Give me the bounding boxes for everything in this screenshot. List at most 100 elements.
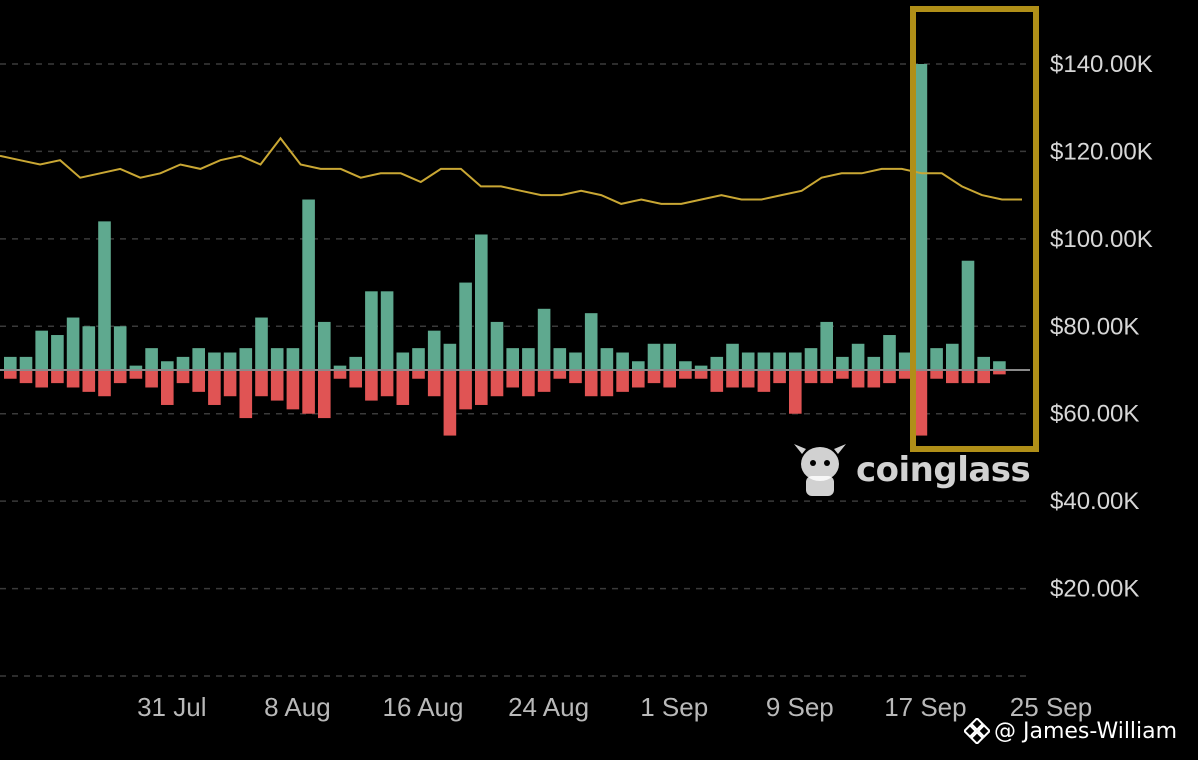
x-tick-label: 25 Sep	[1010, 692, 1092, 722]
gridlines	[0, 63, 1030, 677]
outflow-bar	[961, 370, 975, 384]
bars	[4, 64, 1006, 436]
inflow-bar	[270, 348, 284, 370]
inflow-bar	[522, 348, 535, 370]
inflow-bar	[946, 343, 959, 370]
outflow-bar	[66, 370, 80, 388]
inflow-bar	[789, 352, 802, 370]
inflow-bar	[239, 348, 253, 370]
outflow-bar	[427, 370, 441, 397]
inflow-bar	[412, 348, 425, 370]
inflow-bar	[51, 335, 64, 370]
x-tick-label: 24 Aug	[508, 692, 589, 722]
outflow-bar	[365, 370, 378, 401]
outflow-bar	[161, 370, 174, 405]
inflow-bar	[443, 343, 457, 370]
outflow-bar	[726, 370, 739, 388]
outflow-bar	[506, 370, 519, 388]
x-tick-label: 1 Sep	[640, 692, 708, 722]
outflow-bar	[789, 370, 802, 414]
highlight-box	[910, 6, 1039, 452]
outflow-bar	[98, 370, 111, 397]
outflow-bar	[851, 370, 865, 388]
inflow-bar	[820, 321, 833, 370]
inflow-bar	[553, 348, 567, 370]
outflow-bar	[302, 370, 315, 414]
outflow-bar	[836, 370, 849, 379]
outflow-bar	[35, 370, 48, 388]
outflow-bar	[318, 370, 331, 419]
inflow-bar	[176, 356, 190, 370]
credit-text: @ James-William	[994, 718, 1178, 744]
y-tick-label: $120.00K	[1050, 138, 1153, 165]
outflow-bar	[820, 370, 833, 384]
outflow-bar	[4, 370, 17, 379]
outflow-bar	[380, 370, 394, 397]
outflow-bar	[898, 370, 912, 379]
inflow-bar	[506, 348, 519, 370]
x-tick-label: 31 Jul	[137, 692, 206, 722]
outflow-bar	[632, 370, 645, 388]
inflow-bar	[98, 221, 111, 370]
inflow-bar	[208, 352, 221, 370]
x-tick-label: 9 Sep	[766, 692, 834, 722]
inflow-bar	[694, 365, 708, 370]
outflow-bar	[82, 370, 96, 392]
outflow-bar	[490, 370, 504, 397]
y-tick-label: $140.00K	[1050, 51, 1153, 78]
outflow-bar	[129, 370, 143, 379]
outflow-bar	[51, 370, 64, 384]
outflow-bar	[694, 370, 708, 379]
inflow-bar	[726, 343, 739, 370]
inflow-bar	[914, 64, 928, 370]
inflow-bar	[255, 317, 268, 370]
x-axis: 31 Jul 8 Aug 16 Aug 24 Aug 1 Sep 9 Sep 17 Sep 2…	[137, 692, 1092, 722]
outflow-bar	[522, 370, 535, 397]
outflow-bar	[443, 370, 457, 436]
outflow-bar	[349, 370, 362, 388]
author-credit: @ James-William	[964, 718, 1177, 744]
inflow-bar	[961, 260, 975, 370]
outflow-bar	[19, 370, 33, 384]
inflow-bar	[537, 308, 551, 370]
x-tick-label: 8 Aug	[264, 692, 331, 722]
outflow-bar	[993, 370, 1006, 375]
outflow-bar	[176, 370, 190, 384]
inflow-bar	[396, 352, 410, 370]
inflow-bar	[663, 343, 676, 370]
inflow-bar	[851, 343, 865, 370]
inflow-bar	[616, 352, 629, 370]
y-tick-label: $100.00K	[1050, 226, 1153, 253]
outflow-bar	[459, 370, 472, 410]
outflow-bar	[412, 370, 425, 379]
inflow-bar	[318, 321, 331, 370]
outflow-bar	[270, 370, 284, 401]
inflow-bar	[883, 335, 896, 370]
inflow-bar	[867, 356, 881, 370]
inflow-bar	[161, 361, 174, 370]
outflow-bar	[946, 370, 959, 384]
outflow-bar	[208, 370, 221, 405]
outflow-bar	[396, 370, 410, 405]
inflow-bar	[632, 361, 645, 370]
inflow-bar	[302, 199, 315, 370]
binance-icon	[964, 718, 990, 744]
y-tick-label: $20.00K	[1050, 576, 1139, 603]
y-axis: $140.00K $120.00K $100.00K $80.00K $60.00K $4…	[1050, 51, 1153, 603]
x-tick-label: 16 Aug	[383, 692, 464, 722]
inflow-bar	[773, 352, 786, 370]
outflow-bar	[616, 370, 629, 392]
inflow-bar	[804, 348, 818, 370]
outflow-bar	[553, 370, 567, 379]
inflow-bar	[930, 348, 943, 370]
inflow-bar	[490, 321, 504, 370]
inflow-bar	[223, 352, 237, 370]
outflow-bar	[710, 370, 724, 392]
inflow-bar	[647, 343, 661, 370]
outflow-bar	[773, 370, 786, 384]
y-tick-label: $40.00K	[1050, 488, 1139, 515]
outflow-bar	[333, 370, 347, 379]
inflow-bar	[286, 348, 300, 370]
inflow-bar	[19, 356, 33, 370]
inflow-bar	[333, 365, 347, 370]
